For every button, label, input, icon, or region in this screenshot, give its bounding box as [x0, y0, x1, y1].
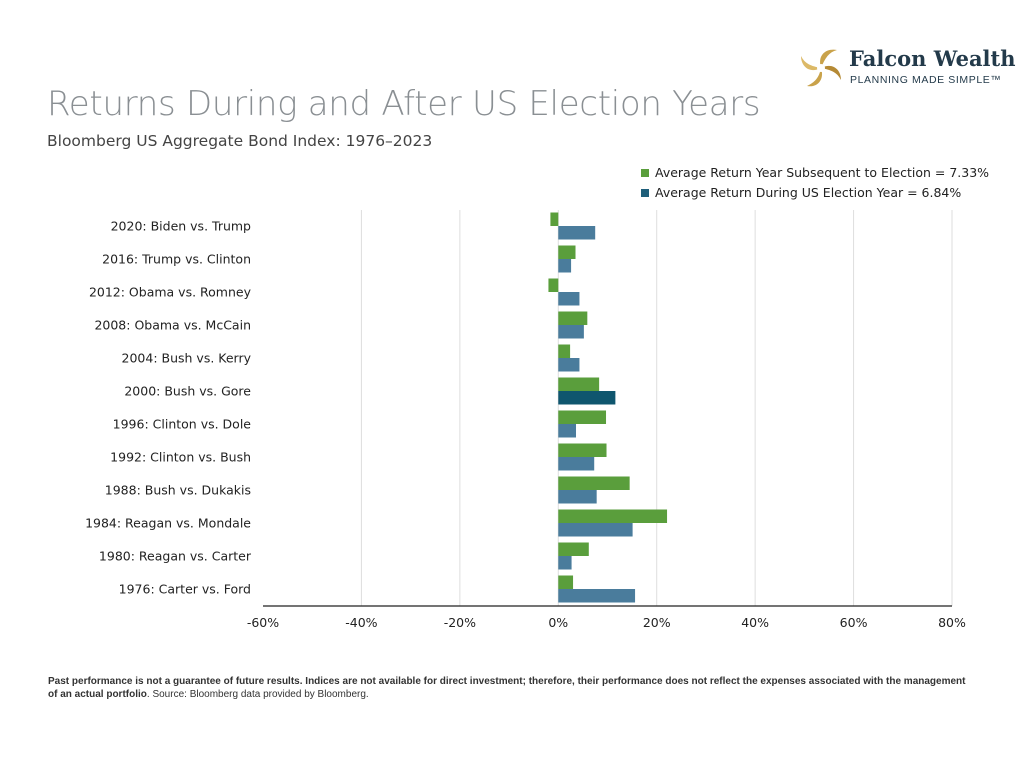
category-label: 1976: Carter vs. Ford — [119, 582, 251, 597]
logo-tagline: PLANNING MADE SIMPLE™ — [850, 74, 1002, 86]
category-label: 2004: Bush vs. Kerry — [122, 351, 252, 366]
bar-subsequent-year — [558, 377, 600, 391]
category-label: 2012: Obama vs. Romney — [89, 285, 252, 300]
bar-subsequent-year — [558, 575, 574, 589]
legend-item-subsequent: Average Return Year Subsequent to Electi… — [641, 165, 989, 180]
logo: Falcon Wealth PLANNING MADE SIMPLE™ — [797, 44, 1016, 94]
footnote: Past performance is not a guarantee of f… — [48, 675, 968, 701]
x-tick-label: 60% — [840, 615, 868, 630]
category-label: 2016: Trump vs. Clinton — [102, 252, 251, 267]
legend-label: Average Return Year Subsequent to Electi… — [655, 165, 990, 180]
bar-election-year — [558, 490, 597, 504]
bar-subsequent-year — [548, 278, 559, 292]
bar-election-year — [558, 358, 580, 372]
x-tick-label: 20% — [643, 615, 671, 630]
x-tick-label: -60% — [247, 615, 279, 630]
bar-election-year — [558, 325, 584, 339]
bar-election-year — [558, 457, 595, 471]
category-label: 1984: Reagan vs. Mondale — [85, 516, 251, 531]
bar-election-year — [558, 424, 577, 438]
legend-swatch-blue — [641, 188, 649, 197]
bar-subsequent-year — [558, 344, 571, 358]
x-tick-label: 0% — [548, 615, 568, 630]
bar-chart: -60% -40% -20% 0% 20% 40% 60% 80% 2020: Biden vs… — [85, 210, 966, 630]
bar-subsequent-year — [558, 509, 668, 523]
bar-subsequent-year — [558, 443, 607, 457]
bar-election-year — [558, 589, 636, 603]
footnote-disclaimer: Past performance is not a guarantee of f… — [48, 676, 966, 700]
chart-title: Returns During and After US Election Yea… — [47, 84, 761, 124]
bar-election-year — [558, 226, 596, 240]
x-tick-label: -40% — [345, 615, 377, 630]
category-label: 2020: Biden vs. Trump — [111, 219, 251, 234]
bar-subsequent-year — [558, 245, 576, 259]
chart-subtitle: Bloomberg US Aggregate Bond Index: 1976–… — [47, 132, 433, 150]
category-label: 1992: Clinton vs. Bush — [110, 450, 251, 465]
category-label: 1996: Clinton vs. Dole — [113, 417, 252, 432]
bar-subsequent-year — [558, 311, 588, 325]
x-tick-label: 80% — [938, 615, 966, 630]
bar-subsequent-year — [550, 212, 559, 226]
category-label: 1980: Reagan vs. Carter — [99, 549, 252, 564]
bar-subsequent-year — [558, 476, 630, 490]
footnote-source: . Source: Bloomberg data provided by Blo… — [146, 689, 369, 700]
bar-election-year — [558, 292, 580, 306]
legend-label: Average Return During US Election Year =… — [655, 185, 962, 200]
legend-item-election-year: Average Return During US Election Year =… — [641, 185, 961, 200]
bar-election-year — [558, 523, 633, 537]
logo-name: Falcon Wealth — [849, 46, 1016, 71]
golden-swirl-icon — [801, 49, 841, 87]
bar-election-year — [558, 391, 616, 405]
category-label: 2000: Bush vs. Gore — [124, 384, 251, 399]
legend-swatch-green — [641, 168, 649, 177]
bar-subsequent-year — [558, 542, 589, 556]
category-label: 1988: Bush vs. Dukakis — [105, 483, 251, 498]
bar-subsequent-year — [558, 410, 607, 424]
bar-election-year — [558, 556, 572, 570]
category-label: 2008: Obama vs. McCain — [94, 318, 251, 333]
x-tick-label: -20% — [444, 615, 476, 630]
bar-election-year — [558, 259, 572, 273]
x-tick-label: 40% — [741, 615, 769, 630]
